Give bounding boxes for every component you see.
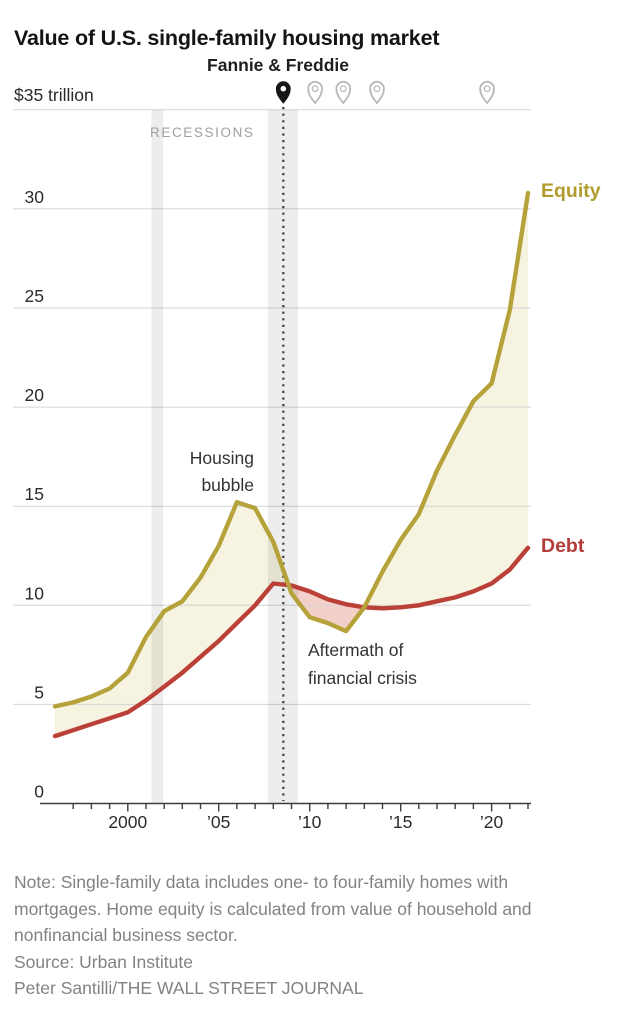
event-pin-2[interactable] [335,80,352,105]
event-pin-active[interactable] [275,81,291,104]
recession-band-0 [151,109,164,804]
debt-line [52,545,531,739]
y-tick-label-30: 30 [25,187,45,207]
y-tick-label-20: 20 [25,385,45,405]
fannie-freddie-label: Fannie & Freddie [207,55,349,75]
y-tick-label-5: 5 [34,682,44,702]
housing-bubble-annotation: Housing bubble [118,445,254,499]
note-text: Note: Single-family data includes one- t… [14,872,532,945]
aftermath-line1: Aftermath of [308,640,404,660]
pin-icon [369,80,385,105]
fannie-event-pins [275,80,495,105]
pin-icon [335,80,352,105]
event-pin-1[interactable] [307,80,323,105]
source-text: Source: Urban Institute [14,951,193,972]
y-tick-label-25: 25 [25,286,44,306]
pin-hole [339,85,347,93]
pin-icon [307,80,323,105]
y-axis-labels: 0 5 10 15 20 25 30 [25,187,45,802]
equity-line [52,190,531,709]
x-tick-label-2015: ’15 [389,812,412,832]
x-tick-label-2000: 2000 [108,812,147,832]
equity-above-fill [55,502,289,737]
y-tick-label-0: 0 [34,782,44,802]
x-axis: 2000 ’05 ’10 ’15 ’20 [40,802,531,832]
area-fills [55,193,528,737]
housing-bubble-line1: Housing [189,448,254,468]
debt-series-label: Debt [541,535,585,557]
pin-hole [373,85,381,93]
x-tick-label-2010: ’10 [298,812,322,832]
recessions-label: RECESSIONS [150,125,255,140]
housing-bubble-line2: bubble [201,475,254,495]
chart-footer: Note: Single-family data includes one- t… [14,869,626,1002]
pin-hole [280,85,287,92]
y-tick-label-15: 15 [25,484,44,504]
debt-above-fill [288,585,365,632]
event-pin-4[interactable] [479,80,495,105]
pin-icon [479,80,495,105]
y-tick-label-10: 10 [25,583,45,603]
aftermath-annotation: Aftermath of financial crisis [308,637,417,692]
page-title: Value of U.S. single-family housing mark… [14,26,440,50]
y-axis-unit-label: $35 trillion [14,85,94,105]
x-tick-label-2005: ’05 [207,812,230,832]
x-tick-label-2020: ’20 [480,812,504,832]
credit-text: Peter Santilli/THE WALL STREET JOURNAL [14,978,364,998]
event-pin-3[interactable] [369,80,385,105]
aftermath-line2: financial crisis [308,667,417,688]
equity-above-fill [364,193,528,609]
gridlines [13,109,531,705]
pin-icon [275,81,291,104]
pin-hole [483,85,491,93]
equity-series-label: Equity [541,180,601,202]
pin-hole [311,85,319,93]
